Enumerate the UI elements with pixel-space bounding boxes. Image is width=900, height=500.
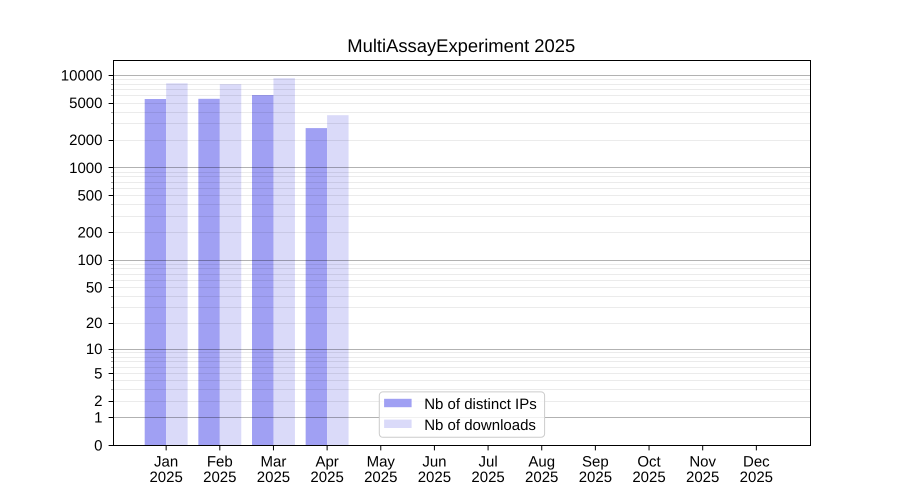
svg-text:Nb of distinct IPs: Nb of distinct IPs <box>424 396 537 413</box>
svg-text:50: 50 <box>86 279 103 296</box>
svg-text:2025: 2025 <box>149 469 182 486</box>
svg-text:2025: 2025 <box>471 469 504 486</box>
svg-text:2025: 2025 <box>418 469 451 486</box>
svg-text:100: 100 <box>77 252 102 269</box>
svg-text:May: May <box>367 454 396 471</box>
svg-text:Jun: Jun <box>422 454 446 471</box>
svg-text:Nb of downloads: Nb of downloads <box>424 417 536 434</box>
svg-text:Apr: Apr <box>315 454 338 471</box>
svg-text:2025: 2025 <box>525 469 558 486</box>
svg-text:500: 500 <box>77 188 102 205</box>
svg-text:10000: 10000 <box>61 67 103 84</box>
svg-text:0: 0 <box>94 437 102 454</box>
svg-text:Nov: Nov <box>689 454 716 471</box>
svg-text:2025: 2025 <box>740 469 773 486</box>
svg-text:10: 10 <box>86 341 103 358</box>
svg-text:2: 2 <box>94 393 102 410</box>
svg-text:Sep: Sep <box>582 454 609 471</box>
svg-text:Oct: Oct <box>637 454 661 471</box>
svg-text:2025: 2025 <box>364 469 397 486</box>
svg-text:MultiAssayExperiment 2025: MultiAssayExperiment 2025 <box>347 35 575 56</box>
svg-text:Mar: Mar <box>261 454 287 471</box>
svg-text:1: 1 <box>94 410 102 427</box>
svg-text:Jan: Jan <box>154 454 178 471</box>
svg-text:2000: 2000 <box>69 132 102 149</box>
svg-text:2025: 2025 <box>203 469 236 486</box>
svg-text:Feb: Feb <box>207 454 233 471</box>
svg-text:Aug: Aug <box>528 454 555 471</box>
svg-text:Jul: Jul <box>478 454 497 471</box>
svg-text:5: 5 <box>94 365 102 382</box>
svg-text:20: 20 <box>86 315 103 332</box>
svg-text:2025: 2025 <box>686 469 719 486</box>
svg-text:1000: 1000 <box>69 160 102 177</box>
svg-text:2025: 2025 <box>257 469 290 486</box>
svg-text:5000: 5000 <box>69 95 102 112</box>
svg-text:2025: 2025 <box>310 469 343 486</box>
svg-text:Dec: Dec <box>743 454 770 471</box>
svg-text:2025: 2025 <box>632 469 665 486</box>
svg-text:2025: 2025 <box>579 469 612 486</box>
svg-text:200: 200 <box>77 224 102 241</box>
